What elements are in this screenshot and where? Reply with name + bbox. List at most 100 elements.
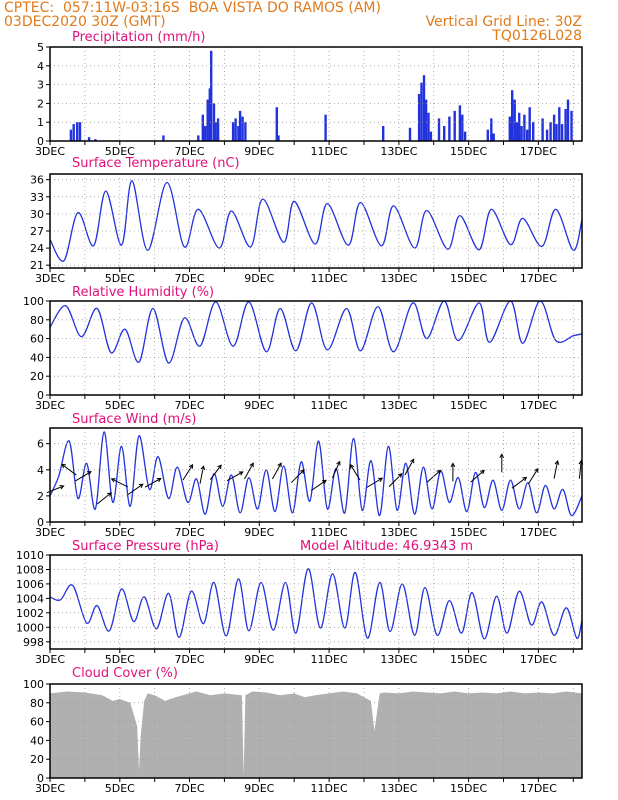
precip-bar [241, 116, 244, 141]
wind-arrow [511, 476, 527, 489]
pressure-title: Surface Pressure (hPa) [72, 539, 219, 554]
precip-bar [162, 135, 165, 141]
humidity-xtick-label: 13DEC [380, 399, 417, 412]
wind-arrow-head [480, 469, 485, 475]
precip-bar [197, 135, 200, 141]
precip-bar [518, 112, 521, 141]
precip-bar [417, 94, 421, 141]
model-code: TQ0126L028 [492, 28, 582, 44]
wind-frame [49, 427, 583, 523]
cloud-area [50, 691, 582, 778]
cloud-xtick-label: 7DEC [174, 782, 204, 795]
wind-arrow-head [200, 465, 206, 471]
wind-arrow-head [410, 458, 415, 464]
pressure-ytick-label: 1002 [16, 607, 44, 620]
precip-bar [214, 122, 217, 141]
precip-bar [508, 116, 511, 141]
precip-bar [570, 110, 573, 141]
precip-bar [275, 107, 278, 141]
wind-arrow-head [107, 492, 112, 497]
temp-xtick-label: 13DEC [380, 272, 417, 285]
humidity-ytick-label: 60 [30, 333, 44, 346]
wind-arrow [182, 464, 194, 481]
wind-arrow-head [450, 462, 456, 468]
precip-bar [210, 50, 213, 141]
cloud-xtick-label: 3DEC [35, 782, 65, 795]
precip-bar [87, 137, 91, 141]
precip-ytick-label: 0 [37, 135, 44, 148]
wind-arrow-head [156, 478, 162, 483]
precip-bar [566, 99, 570, 141]
temp-xtick-label: 7DEC [174, 272, 204, 285]
humidity-ytick-label: 40 [30, 351, 44, 364]
pressure-frame [49, 554, 583, 650]
pressure-xtick-label: 15DEC [450, 653, 487, 666]
precip-bar [513, 99, 516, 141]
wind-xtick-label: 7DEC [174, 526, 204, 539]
wind-arrow [388, 473, 403, 487]
cloud-xtick-label: 11DEC [311, 782, 348, 795]
wind-arrow-head [188, 463, 194, 469]
humidity-frame [49, 300, 583, 396]
cloud-ytick-label: 80 [30, 697, 44, 710]
precip-bar [237, 126, 240, 141]
pressure-ytick-label: 1008 [16, 564, 44, 577]
temp-ytick-label: 27 [30, 225, 44, 238]
wind-xtick-label: 9DEC [244, 526, 274, 539]
wind-arrow [578, 460, 582, 479]
wind-arrow [331, 461, 341, 479]
wind-arrow-head [378, 477, 384, 482]
pressure-ytick-label: 1006 [16, 578, 44, 591]
humidity-xtick-label: 15DEC [450, 399, 487, 412]
precip-bar [526, 129, 529, 141]
wind-ytick-label: 4 [37, 464, 44, 477]
humidity-xtick-label: 11DEC [311, 399, 348, 412]
wind-arrow [199, 466, 204, 484]
pressure-xtick-label: 11DEC [311, 653, 348, 666]
pressure-xtick-label: 7DEC [174, 653, 204, 666]
precip-bar [382, 126, 385, 141]
humidity-ytick-label: 100 [23, 295, 44, 308]
precip-bar [277, 135, 280, 141]
precip-xtick-label: 5DEC [105, 145, 135, 158]
precip-bar [541, 118, 544, 141]
wind-arrow-head [349, 463, 355, 469]
precip-ytick-label: 3 [37, 79, 44, 92]
wind-arrow-head [300, 469, 305, 474]
precip-bar [545, 129, 549, 141]
precip-bar [463, 131, 467, 141]
precip-ytick-label: 5 [37, 41, 44, 54]
wind-xtick-label: 3DEC [35, 526, 65, 539]
temp-frame [49, 173, 583, 269]
precip-bar [234, 118, 237, 141]
humidity-xtick-label: 7DEC [174, 399, 204, 412]
wind-arrow-head [217, 464, 222, 470]
precip-bar [555, 124, 558, 141]
wind-arrow [290, 469, 305, 484]
wind-arrow [470, 470, 485, 483]
wind-arrow [271, 462, 282, 480]
cloud-ytick-label: 100 [23, 678, 44, 691]
precip-bar [443, 126, 446, 141]
precip-title: Precipitation (mm/h) [72, 30, 206, 45]
cloud-ytick-label: 20 [30, 753, 44, 766]
pressure-xtick-label: 17DEC [520, 653, 557, 666]
cloud-xtick-label: 17DEC [520, 782, 557, 795]
model-altitude: Model Altitude: 46.9343 m [300, 539, 474, 554]
wind-arrow [350, 464, 361, 481]
precip-bar [72, 124, 75, 141]
cloud-xtick-label: 5DEC [105, 782, 135, 795]
precip-bar [420, 82, 423, 141]
precip-xtick-label: 13DEC [380, 145, 417, 158]
precip-bar [206, 99, 209, 141]
grid-line-note: Vertical Grid Line: 30Z [425, 14, 582, 30]
wind-arrow-head [397, 473, 403, 478]
precip-bar [448, 116, 451, 141]
wind-arrow [75, 471, 92, 482]
wind-arrow-head [554, 459, 560, 465]
precip-bar [231, 122, 235, 141]
precip-bar [201, 114, 204, 141]
precip-bar [69, 129, 73, 141]
wind-arrow-head [522, 476, 528, 482]
